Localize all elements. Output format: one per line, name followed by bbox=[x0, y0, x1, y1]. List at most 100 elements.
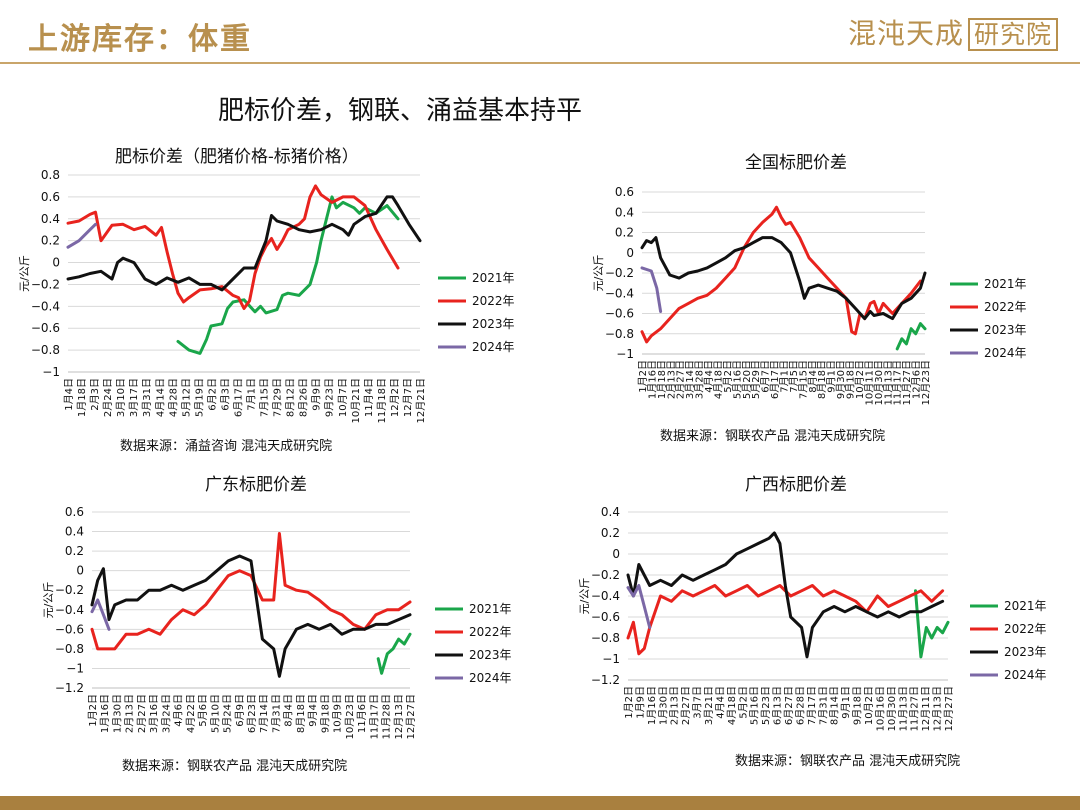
y-axis-label: 元/公斤 bbox=[578, 578, 591, 615]
y-tick-label: −1 bbox=[616, 347, 634, 361]
x-tick-label: 10月2日 bbox=[863, 686, 875, 725]
series-line-2022 bbox=[640, 205, 922, 344]
y-tick-label: −1 bbox=[42, 365, 60, 379]
x-tick-label: 12月27日 bbox=[405, 694, 417, 739]
x-tick-label: 1月4日 bbox=[63, 378, 75, 411]
series-line-2022 bbox=[90, 532, 412, 651]
header-divider bbox=[0, 62, 1080, 64]
x-tick-label: 12月7日 bbox=[402, 378, 414, 417]
x-tick-label: 5月10日 bbox=[209, 694, 221, 733]
x-tick-label: 12月11日 bbox=[920, 686, 932, 731]
x-tick-label: 12月23日 bbox=[920, 360, 932, 405]
x-tick-label: 3月14日 bbox=[684, 360, 696, 399]
x-tick-label: 2月27日 bbox=[675, 360, 687, 399]
legend-label: 2024年 bbox=[1004, 668, 1047, 682]
y-tick-label: −0.6 bbox=[31, 321, 60, 335]
x-tick-label: 1月2日 bbox=[87, 694, 99, 727]
x-tick-label: 11月4日 bbox=[363, 378, 375, 417]
legend-label: 2022年 bbox=[1004, 622, 1047, 636]
x-tick-label: 11月27日 bbox=[901, 360, 913, 405]
chart-source: 数据来源：涌益咨询 混沌天成研究院 bbox=[120, 439, 333, 454]
x-tick-label: 6月9日 bbox=[234, 694, 246, 727]
y-tick-label: 0.2 bbox=[65, 544, 84, 558]
x-tick-label: 6月2日 bbox=[206, 378, 218, 411]
y-tick-label: −1.2 bbox=[55, 681, 84, 695]
x-tick-label: 11月17日 bbox=[892, 360, 904, 405]
x-tick-label: 2月13日 bbox=[665, 360, 677, 399]
y-tick-label: 0.2 bbox=[615, 226, 634, 240]
x-tick-label: 2月24日 bbox=[102, 378, 114, 417]
x-tick-label: 3月31日 bbox=[141, 378, 153, 417]
x-tick-label: 5月2日 bbox=[737, 686, 749, 719]
x-tick-label: 6月13日 bbox=[772, 686, 784, 725]
x-tick-label: 11月13日 bbox=[897, 686, 909, 731]
x-tick-label: 9月30日 bbox=[835, 360, 847, 399]
logo-text: 混沌天成 bbox=[847, 17, 964, 50]
x-tick-label: 12月13日 bbox=[932, 686, 944, 731]
y-tick-label: 0.4 bbox=[615, 205, 634, 219]
x-tick-label: 7月31日 bbox=[817, 686, 829, 725]
x-tick-label: 4月18日 bbox=[726, 686, 738, 725]
footer-bar bbox=[0, 796, 1080, 810]
chart-plot: 0.6 0.4 0.2 0 −0.2 −0.4 −0.6 −0.8 −11月2日1月16日1月1… bbox=[592, 185, 1027, 405]
x-tick-label: 6月28日 bbox=[794, 686, 806, 725]
x-tick-label: 6月7日 bbox=[760, 360, 772, 393]
chart-national-spread: 全国标肥价差 0.6 0.4 0.2 0 −0.2 −0.4 −0.6 −0.8 −1 1月2日 1… bbox=[540, 0, 1080, 470]
logo-box: 研究院 bbox=[967, 18, 1058, 51]
x-tick-label: 4月6日 bbox=[173, 694, 185, 727]
x-tick-label: 4月4日 bbox=[714, 686, 726, 719]
y-tick-label: 0 bbox=[76, 564, 84, 578]
legend-label: 2022年 bbox=[984, 300, 1027, 314]
legend-label: 2024年 bbox=[469, 671, 512, 685]
legend-label: 2022年 bbox=[469, 625, 512, 639]
x-tick-label: 2月27日 bbox=[680, 686, 692, 725]
x-tick-label: 11月17日 bbox=[368, 694, 380, 739]
series-line-2024 bbox=[626, 584, 652, 629]
y-tick-label: −0.2 bbox=[591, 568, 620, 582]
x-tick-label: 10月23日 bbox=[344, 694, 356, 739]
y-tick-label: 0.8 bbox=[41, 168, 60, 182]
y-tick-label: −0.4 bbox=[31, 299, 60, 313]
y-tick-label: 0.6 bbox=[41, 190, 60, 204]
x-tick-label: 8月18日 bbox=[816, 360, 828, 399]
x-tick-label: 1月16日 bbox=[646, 686, 658, 725]
chart-source: 数据来源：钢联农产品 混沌天成研究院 bbox=[660, 429, 886, 444]
y-tick-label: −0.6 bbox=[591, 610, 620, 624]
x-tick-label: 9月9日 bbox=[311, 378, 323, 411]
x-tick-label: 10月7日 bbox=[337, 378, 349, 417]
x-tick-label: 5月29日 bbox=[750, 360, 762, 399]
x-tick-label: 8月4日 bbox=[807, 360, 819, 393]
y-axis-label: 元/公斤 bbox=[592, 255, 605, 292]
x-tick-label: 6月17日 bbox=[769, 360, 781, 399]
x-tick-label: 3月28日 bbox=[694, 360, 706, 399]
x-tick-label: 7月15日 bbox=[259, 378, 271, 417]
x-tick-label: 5月12日 bbox=[180, 378, 192, 417]
x-tick-label: 5月24日 bbox=[222, 694, 234, 733]
x-tick-label: 7月14日 bbox=[258, 694, 270, 733]
x-tick-label: 1月30日 bbox=[657, 686, 669, 725]
series-line-2021 bbox=[914, 589, 950, 659]
legend-label: 2021年 bbox=[469, 602, 512, 616]
chart-source: 数据来源：钢联农产品 混沌天成研究院 bbox=[122, 759, 348, 774]
chart-title: 广西标肥价差 bbox=[745, 475, 847, 495]
y-tick-label: −0.4 bbox=[55, 603, 84, 617]
x-tick-label: 12月21日 bbox=[415, 378, 427, 423]
x-tick-label: 12月13日 bbox=[393, 694, 405, 739]
x-tick-label: 7月17日 bbox=[806, 686, 818, 725]
x-tick-label: 6月3日 bbox=[219, 378, 231, 411]
x-tick-label: 7月1日 bbox=[779, 360, 791, 393]
y-tick-label: 0.2 bbox=[41, 234, 60, 248]
x-tick-label: 7月29日 bbox=[272, 378, 284, 417]
x-tick-label: 8月12日 bbox=[285, 378, 297, 417]
y-tick-label: −0.2 bbox=[55, 583, 84, 597]
x-tick-label: 1月18日 bbox=[76, 378, 88, 417]
x-tick-label: 9月1日 bbox=[826, 360, 838, 393]
x-tick-label: 12月2日 bbox=[389, 378, 401, 417]
x-tick-label: 1月18日 bbox=[656, 360, 668, 399]
y-tick-label: 0 bbox=[52, 256, 60, 270]
y-tick-label: −0.8 bbox=[605, 327, 634, 341]
page-title: 上游库存：体重 bbox=[28, 22, 252, 57]
x-tick-label: 4月18日 bbox=[712, 360, 724, 399]
y-tick-label: 0 bbox=[626, 246, 634, 260]
y-tick-label: 0.2 bbox=[601, 526, 620, 540]
